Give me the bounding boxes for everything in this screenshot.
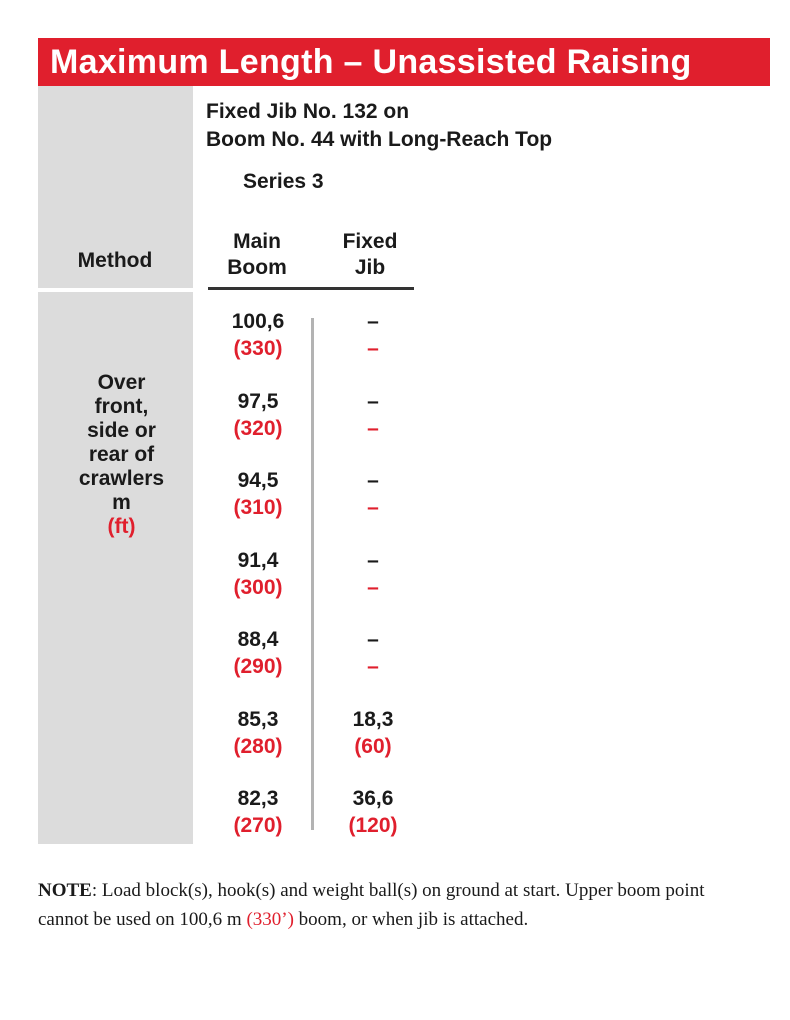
configuration-title: Fixed Jib No. 132 on Boom No. 44 with Lo… <box>206 98 552 154</box>
fixed-jib-imperial: – <box>367 655 379 678</box>
note-label: NOTE <box>38 880 92 901</box>
fixed-jib-metric: – <box>367 469 379 492</box>
fixed-jib-cell: – – <box>338 388 408 442</box>
fixed-jib-metric: 36,6 <box>352 787 394 810</box>
fixed-jib-cell: – – <box>338 626 408 680</box>
main-boom-cell: 97,5 (320) <box>208 388 308 442</box>
fixed-jib-imperial: – <box>367 496 379 519</box>
page-title: Maximum Length – Unassisted Raising <box>38 38 770 86</box>
fixed-jib-metric: – <box>367 628 379 651</box>
main-boom-cell: 82,3 (270) <box>208 785 308 839</box>
fixed-jib-header: Fixed Jib <box>325 229 415 281</box>
series-label: Series 3 <box>243 170 324 193</box>
main-boom-imperial: (320) <box>233 416 283 440</box>
method-line: rear of <box>88 443 155 466</box>
main-boom-metric: 94,5 <box>237 469 279 492</box>
main-boom-imperial: (290) <box>233 655 283 678</box>
main-boom-imperial: (300) <box>233 575 283 599</box>
fixed-jib-header-line-2: Jib <box>354 256 386 279</box>
fixed-jib-imperial: – <box>367 575 379 599</box>
header-rule <box>208 287 414 290</box>
fixed-jib-cell: – – <box>338 308 408 362</box>
fixed-jib-imperial: – <box>367 416 379 440</box>
fixed-jib-imperial: – <box>367 337 379 360</box>
fixed-jib-cell: – – <box>338 467 408 521</box>
length-table: 100,6 (330) – – 97,5 (320) – – 94,5 (310… <box>208 308 428 865</box>
configuration-line-1: Fixed Jib No. 132 on <box>206 100 410 123</box>
method-header: Method <box>77 249 153 272</box>
method-line: Over <box>97 371 146 394</box>
method-header-divider <box>38 288 193 292</box>
table-row: 100,6 (330) – – <box>208 308 428 388</box>
footnote: NOTE: Load block(s), hook(s) and weight … <box>38 876 758 934</box>
main-boom-imperial: (270) <box>233 814 283 837</box>
fixed-jib-metric: – <box>367 310 379 333</box>
main-boom-header: Main Boom <box>208 229 306 281</box>
table-row: 94,5 (310) – – <box>208 467 428 547</box>
note-highlight: (330’) <box>246 909 294 930</box>
fixed-jib-cell: – – <box>338 547 408 601</box>
main-boom-imperial: (280) <box>233 734 283 758</box>
main-boom-header-line-1: Main <box>233 230 281 253</box>
note-text-part-1: : Load block(s), hook(s) and weight ball… <box>38 880 705 930</box>
method-line: crawlers <box>78 467 165 490</box>
fixed-jib-cell: 18,3 (60) <box>338 706 408 760</box>
main-boom-metric: 88,4 <box>237 628 279 651</box>
table-row: 82,3 (270) 36,6 (120) <box>208 785 428 865</box>
fixed-jib-imperial: (120) <box>348 814 398 837</box>
method-line: side or <box>87 419 156 442</box>
fixed-jib-imperial: (60) <box>354 734 392 758</box>
table-row: 91,4 (300) – – <box>208 547 428 627</box>
method-description: Over front, side or rear of crawlers m (… <box>38 371 205 539</box>
fixed-jib-metric: 18,3 <box>352 707 394 731</box>
main-boom-cell: 94,5 (310) <box>208 467 308 521</box>
unit-metric: m <box>112 491 131 514</box>
fixed-jib-metric: – <box>367 389 379 413</box>
main-boom-metric: 82,3 <box>237 787 279 810</box>
main-boom-imperial: (310) <box>233 496 283 519</box>
note-text-part-2: boom, or when jib is attached. <box>293 909 529 930</box>
column-separator <box>311 318 314 830</box>
table-row: 88,4 (290) – – <box>208 626 428 706</box>
main-boom-imperial: (330) <box>233 337 283 360</box>
method-column-panel <box>38 86 193 844</box>
fixed-jib-metric: – <box>367 548 379 572</box>
configuration-line-2: Boom No. 44 with Long-Reach Top <box>206 128 553 151</box>
fixed-jib-cell: 36,6 (120) <box>338 785 408 839</box>
main-boom-metric: 100,6 <box>231 310 285 333</box>
main-boom-header-line-2: Boom <box>227 256 287 279</box>
main-boom-metric: 85,3 <box>237 707 279 731</box>
fixed-jib-header-line-1: Fixed <box>342 230 398 253</box>
main-boom-metric: 97,5 <box>237 389 279 413</box>
table-row: 85,3 (280) 18,3 (60) <box>208 706 428 786</box>
method-line: front, <box>94 395 149 418</box>
main-boom-cell: 91,4 (300) <box>208 547 308 601</box>
main-boom-cell: 88,4 (290) <box>208 626 308 680</box>
main-boom-cell: 100,6 (330) <box>208 308 308 362</box>
table-row: 97,5 (320) – – <box>208 388 428 468</box>
main-boom-cell: 85,3 (280) <box>208 706 308 760</box>
unit-imperial: (ft) <box>107 515 136 538</box>
main-boom-metric: 91,4 <box>237 548 279 572</box>
